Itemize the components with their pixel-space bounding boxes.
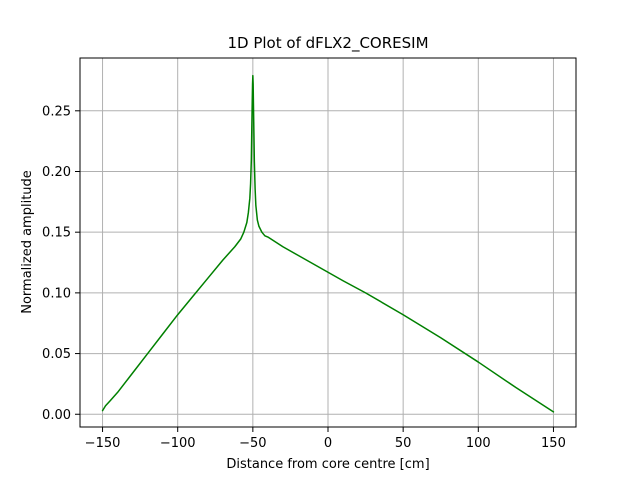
y-tick-label: 0.00 (42, 408, 71, 423)
x-tick-label: 100 (466, 436, 491, 451)
series-line (101, 74, 555, 413)
x-tick-label: −150 (85, 436, 121, 451)
x-axis-label: Distance from core centre [cm] (226, 457, 429, 472)
y-tick-label: 0.20 (42, 165, 71, 180)
chart-title: 1D Plot of dFLX2_CORESIM (227, 34, 428, 53)
y-tick-label: 0.10 (42, 286, 71, 301)
y-tick-label: 0.05 (42, 347, 71, 362)
y-axis-label: Normalized amplitude (20, 170, 35, 314)
x-tick-label: 0 (324, 436, 332, 451)
grid-lines (80, 58, 576, 427)
x-tick-label: 50 (395, 436, 412, 451)
x-tick-label: 150 (541, 436, 566, 451)
ticks-layer: −150 −100 −50 0 50 100 150 0.00 0.05 0.10 0.15 0.20… (42, 104, 566, 451)
x-tick-label: −100 (160, 436, 196, 451)
y-tick-label: 0.15 (42, 226, 71, 241)
series-layer (101, 74, 555, 413)
x-tick-label: −50 (239, 436, 266, 451)
y-tick-label: 0.25 (42, 104, 71, 119)
